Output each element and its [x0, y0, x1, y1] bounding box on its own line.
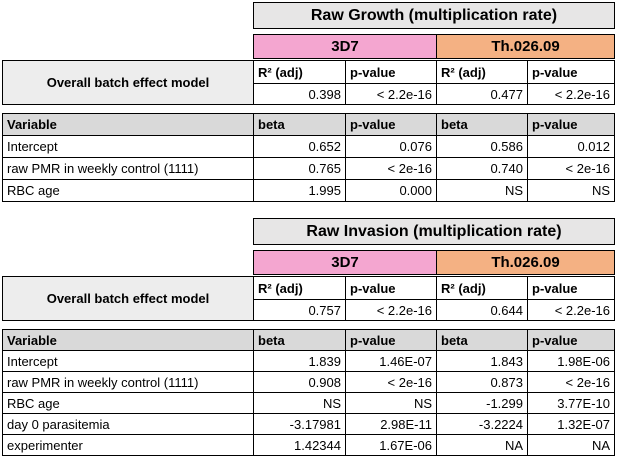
variable-value: 2.98E-11 — [345, 413, 437, 435]
variable-header: p-value — [527, 329, 615, 351]
variable-header: Variable — [2, 329, 254, 351]
variable-value: -3.2224 — [436, 413, 528, 435]
variable-name: Intercept — [2, 350, 254, 372]
model-header: R² (adj) — [436, 276, 528, 300]
variable-value: 1.995 — [253, 179, 346, 202]
variable-value: 1.839 — [253, 350, 346, 372]
strain-header: 3D7 — [253, 34, 437, 59]
variable-value: 0.012 — [527, 135, 615, 158]
variable-value: < 2e-16 — [345, 157, 437, 180]
variable-name: RBC age — [2, 179, 254, 202]
variable-value: 0.765 — [253, 157, 346, 180]
variable-value: -1.299 — [436, 392, 528, 414]
variable-header: beta — [436, 329, 528, 351]
variable-name: raw PMR in weekly control (1111) — [2, 157, 254, 180]
model-value: 0.757 — [253, 299, 346, 321]
variable-value: NS — [436, 179, 528, 202]
model-value: < 2.2e-16 — [345, 83, 437, 105]
variable-value: NS — [253, 392, 346, 414]
model-value: 0.477 — [436, 83, 528, 105]
model-value: < 2.2e-16 — [527, 83, 615, 105]
variable-header: p-value — [345, 113, 437, 136]
variable-value: NA — [436, 434, 528, 456]
variable-value: < 2e-16 — [527, 157, 615, 180]
variable-value: NS — [527, 179, 615, 202]
model-label: Overall batch effect model — [2, 60, 254, 105]
section-title: Raw Growth (multiplication rate) — [253, 2, 615, 29]
variable-name: RBC age — [2, 392, 254, 414]
variable-header: beta — [436, 113, 528, 136]
variable-value: 1.98E-06 — [527, 350, 615, 372]
variable-value: 1.42344 — [253, 434, 346, 456]
variable-value: < 2e-16 — [527, 371, 615, 393]
model-value: 0.644 — [436, 299, 528, 321]
model-header: p-value — [345, 276, 437, 300]
variable-name: day 0 parasitemia — [2, 413, 254, 435]
variable-header: beta — [253, 113, 346, 136]
model-value: < 2.2e-16 — [345, 299, 437, 321]
model-header: R² (adj) — [436, 60, 528, 84]
variable-value: 1.67E-06 — [345, 434, 437, 456]
variable-value: NA — [527, 434, 615, 456]
model-value: < 2.2e-16 — [527, 299, 615, 321]
variable-value: 0.076 — [345, 135, 437, 158]
variable-value: NS — [345, 392, 437, 414]
variable-header: p-value — [345, 329, 437, 351]
variable-value: 0.586 — [436, 135, 528, 158]
variable-header: beta — [253, 329, 346, 351]
variable-value: 0.000 — [345, 179, 437, 202]
variable-value: 1.46E-07 — [345, 350, 437, 372]
model-header: R² (adj) — [253, 60, 346, 84]
strain-header: Th.026.09 — [436, 250, 615, 275]
model-header: p-value — [527, 276, 615, 300]
strain-header: Th.026.09 — [436, 34, 615, 59]
variable-name: experimenter — [2, 434, 254, 456]
variable-value: 3.77E-10 — [527, 392, 615, 414]
variable-value: 0.652 — [253, 135, 346, 158]
variable-value: -3.17981 — [253, 413, 346, 435]
variable-value: < 2e-16 — [345, 371, 437, 393]
variable-header: Variable — [2, 113, 254, 136]
model-label: Overall batch effect model — [2, 276, 254, 321]
section-title: Raw Invasion (multiplication rate) — [253, 218, 615, 245]
model-value: 0.398 — [253, 83, 346, 105]
variable-name: Intercept — [2, 135, 254, 158]
model-header: p-value — [527, 60, 615, 84]
model-header: p-value — [345, 60, 437, 84]
variable-value: 1.843 — [436, 350, 528, 372]
variable-header: p-value — [527, 113, 615, 136]
model-header: R² (adj) — [253, 276, 346, 300]
variable-value: 1.32E-07 — [527, 413, 615, 435]
variable-value: 0.740 — [436, 157, 528, 180]
strain-header: 3D7 — [253, 250, 437, 275]
variable-name: raw PMR in weekly control (1111) — [2, 371, 254, 393]
variable-value: 0.908 — [253, 371, 346, 393]
variable-value: 0.873 — [436, 371, 528, 393]
